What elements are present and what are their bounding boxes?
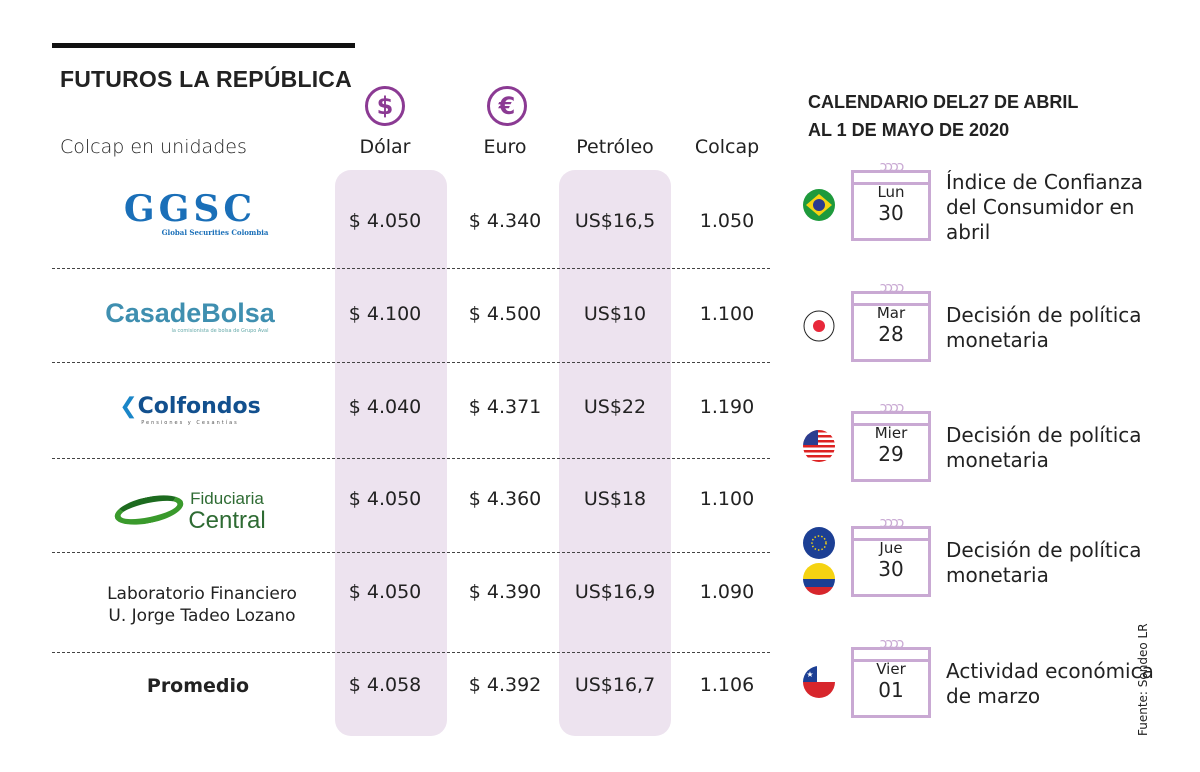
calendar-icon: ↄↄↄↄ Lun 30 — [851, 160, 931, 241]
row-label-promedio: Promedio — [146, 675, 250, 697]
cell-dolar: $ 4.050 — [348, 210, 422, 232]
header-euro: Euro — [483, 136, 527, 158]
cell-colcap: 1.106 — [699, 674, 755, 696]
cell-euro: $ 4.392 — [468, 674, 542, 696]
brazil-flag-icon — [803, 189, 835, 221]
cell-dolar: $ 4.100 — [348, 303, 422, 325]
euro-icon: € — [487, 86, 527, 126]
event-description: Índice de Confianza del Consumidor en ab… — [946, 169, 1144, 244]
cell-dolar: $ 4.050 — [348, 581, 422, 603]
logo-colfondos: ❮Colfondos Pensiones y Cesantías — [119, 394, 261, 426]
top-rule — [52, 43, 355, 48]
calendar-icon: ↄↄↄↄ Vier 01 — [851, 637, 931, 718]
subtitle: Colcap en unidades — [60, 136, 247, 158]
page-title: FUTUROS LA REPÚBLICA — [60, 66, 352, 92]
event-date: 30 — [878, 201, 904, 225]
header-dolar: Dólar — [359, 136, 411, 158]
cell-colcap: 1.190 — [699, 396, 755, 418]
cell-euro: $ 4.371 — [468, 396, 542, 418]
chile-flag-icon: ★ — [803, 666, 835, 698]
entity-laboratorio: Laboratorio Financiero U. Jorge Tadeo Loz… — [107, 584, 297, 626]
svg-text:★: ★ — [806, 670, 813, 679]
colfondos-wave-icon: ❮ — [119, 394, 138, 419]
event-date: 01 — [878, 678, 904, 702]
event-day: Vier — [876, 660, 906, 678]
dolar-column-shade — [335, 170, 447, 736]
cell-euro: $ 4.500 — [468, 303, 542, 325]
calendar-icon: ↄↄↄↄ Mar 28 — [851, 281, 931, 362]
event-date: 28 — [878, 322, 904, 346]
logo-fiduciaria-central: Fiduciaria Central — [80, 488, 300, 533]
event-day: Lun — [877, 183, 905, 201]
colombia-flag-icon — [803, 563, 835, 595]
row-divider — [52, 652, 770, 653]
cell-euro: $ 4.390 — [468, 581, 542, 603]
event-description: Decisión de política monetaria — [946, 423, 1142, 472]
calendar-icon: ↄↄↄↄ Jue 30 — [851, 516, 931, 597]
header-colcap: Colcap — [694, 136, 760, 158]
row-divider — [52, 268, 770, 269]
row-divider — [52, 362, 770, 363]
cell-dolar: $ 4.050 — [348, 488, 422, 510]
event-date: 29 — [878, 442, 904, 466]
eu-flag-icon — [803, 527, 835, 559]
logo-ggsc: GGSC Global Securities Colombia — [123, 188, 269, 237]
cell-colcap: 1.100 — [699, 488, 755, 510]
dollar-icon: $ — [365, 86, 405, 126]
event-description: Actividad económica de marzo — [946, 659, 1154, 708]
cell-petroleo: US$16,7 — [574, 674, 656, 696]
calendar-title: CALENDARIO DEL27 DE ABRIL AL 1 DE MAYO DE… — [808, 92, 1079, 140]
event-day: Mar — [876, 304, 906, 322]
usa-flag-icon — [803, 430, 835, 462]
calendar-icon: ↄↄↄↄ Mier 29 — [851, 401, 931, 482]
petroleo-column-shade — [559, 170, 671, 736]
cell-dolar: $ 4.058 — [348, 674, 422, 696]
row-divider — [52, 458, 770, 459]
header-petroleo: Petróleo — [576, 136, 654, 158]
event-description: Decisión de política monetaria — [946, 538, 1142, 587]
cell-petroleo: US$16,9 — [574, 581, 656, 603]
cell-colcap: 1.050 — [699, 210, 755, 232]
event-day: Mier — [874, 424, 908, 442]
cell-petroleo: US$10 — [583, 303, 647, 325]
cell-euro: $ 4.340 — [468, 210, 542, 232]
swoosh-icon — [112, 490, 187, 530]
cell-colcap: 1.090 — [699, 581, 755, 603]
cell-petroleo: US$22 — [583, 396, 647, 418]
cell-euro: $ 4.360 — [468, 488, 542, 510]
row-divider — [52, 552, 770, 553]
logo-casadebolsa: CasadeBolsa la comisionista de bolsa de … — [105, 298, 275, 334]
cell-dolar: $ 4.040 — [348, 396, 422, 418]
cell-petroleo: US$16,5 — [574, 210, 656, 232]
cell-colcap: 1.100 — [699, 303, 755, 325]
source-note: Fuente: Sondeo LR — [1136, 623, 1150, 736]
event-day: Jue — [879, 539, 903, 557]
japan-flag-icon — [803, 310, 835, 342]
event-date: 30 — [878, 557, 904, 581]
cell-petroleo: US$18 — [583, 488, 647, 510]
event-description: Decisión de política monetaria — [946, 303, 1142, 352]
